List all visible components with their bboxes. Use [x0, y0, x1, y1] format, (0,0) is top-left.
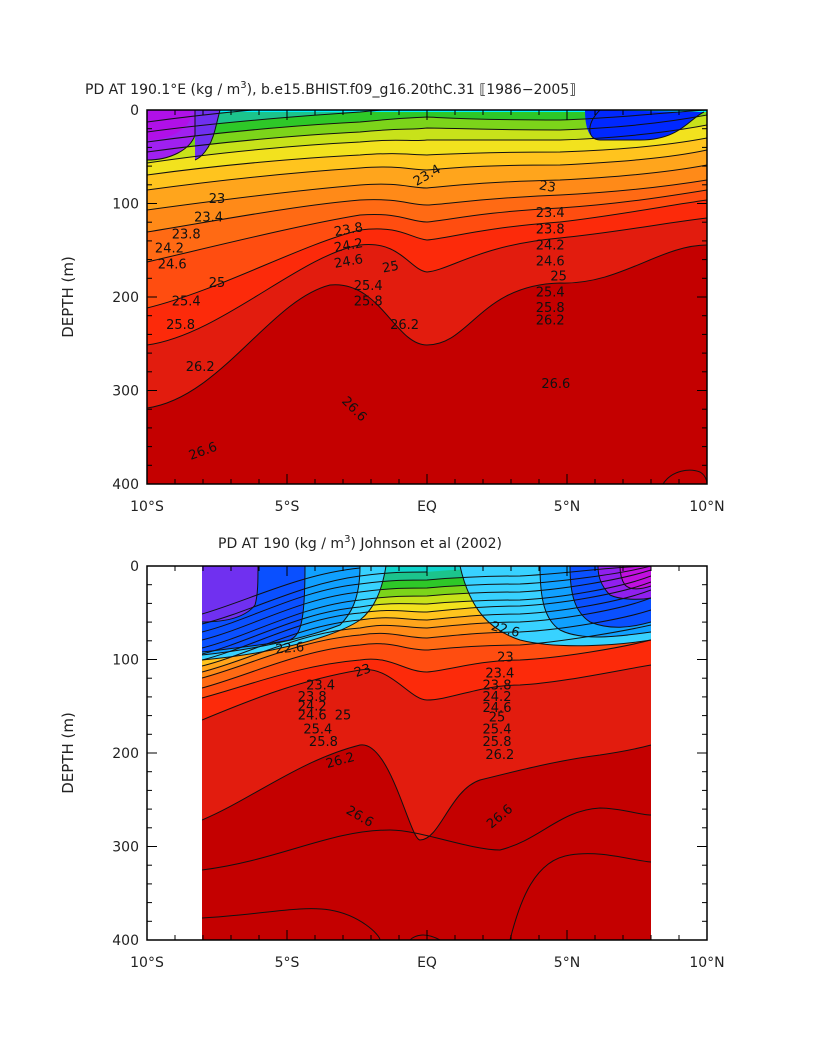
contour-label: 26.6	[541, 377, 570, 392]
top-panel: PD AT 190.1°E (kg / m3), b.e15.BHIST.f09…	[59, 80, 725, 515]
contour-label: 23.4	[536, 206, 565, 221]
contour-label: 25.4	[483, 723, 512, 738]
contour-label: 23.4	[485, 667, 514, 682]
contour-label: 23	[352, 661, 373, 681]
contour-label: 24.6	[536, 254, 565, 269]
bottom-contour-labels: 22.622.6232323.423.423.823.824.224.224.6…	[275, 619, 521, 832]
contour-label: 23	[209, 192, 226, 207]
bottom-panel: PD AT 190 (kg / m3) Johnson et al (2002)	[59, 534, 725, 971]
top-y-axis-label: DEPTH (m)	[59, 256, 77, 338]
contour-label: 25.8	[309, 735, 338, 750]
contour-label: 24.2	[483, 690, 512, 705]
contour-label: 24.2	[298, 699, 327, 714]
top-chart-title: PD AT 190.1°E (kg / m3), b.e15.BHIST.f09…	[85, 80, 576, 98]
contour-label: 24.6	[333, 252, 364, 272]
y-tick-label: 100	[112, 653, 139, 669]
bottom-y-axis-label: DEPTH (m)	[59, 712, 77, 794]
contour-label: 25	[489, 710, 506, 725]
contour-label: 24.6	[483, 701, 512, 716]
contour-label: 25.8	[354, 295, 383, 310]
contour-label: 23.8	[172, 227, 201, 242]
contour-label: 23.4	[194, 211, 223, 226]
x-tick-label: 5°S	[275, 955, 300, 971]
y-tick-label: 200	[112, 746, 139, 762]
contour-label: 22.6	[489, 619, 521, 641]
contour-label: 25	[209, 276, 226, 291]
y-tick-label: 100	[112, 197, 139, 213]
top-contour-lines	[147, 110, 707, 484]
y-tick-label: 300	[112, 840, 139, 856]
x-tick-label: 5°N	[554, 499, 580, 515]
x-tick-label: 5°S	[275, 499, 300, 515]
contour-label: 26.2	[390, 318, 419, 333]
contour-label: 25	[550, 269, 567, 284]
y-tick-label: 400	[112, 477, 139, 493]
contour-label: 23.8	[333, 220, 364, 240]
x-tick-label: 10°N	[689, 955, 724, 971]
contour-label: 23	[497, 651, 514, 666]
contour-label: 23.8	[298, 690, 327, 705]
contour-label: 26.2	[186, 360, 215, 375]
contour-label: 25.8	[166, 318, 195, 333]
contour-label: 25.8	[536, 301, 565, 316]
contour-label: 25	[335, 709, 352, 724]
contour-label: 25.4	[354, 279, 383, 294]
y-tick-label: 200	[112, 290, 139, 306]
x-tick-label: EQ	[417, 499, 437, 515]
x-tick-label: 10°N	[689, 499, 724, 515]
contour-label: 25.8	[483, 735, 512, 750]
contour-label: 24.6	[298, 709, 327, 724]
y-tick-label: 300	[112, 384, 139, 400]
contour-label: 24.2	[155, 241, 184, 256]
contour-label: 26.2	[485, 748, 514, 763]
contour-label: 23	[538, 178, 557, 196]
bottom-chart-title: PD AT 190 (kg / m3) Johnson et al (2002)	[218, 534, 502, 552]
x-tick-label: 10°S	[130, 499, 164, 515]
y-tick-label: 0	[130, 103, 139, 119]
contour-label: 23.4	[306, 679, 335, 694]
x-tick-label: 10°S	[130, 955, 164, 971]
contour-label: 25.4	[536, 285, 565, 300]
contour-label: 24.6	[158, 257, 187, 272]
y-tick-label: 0	[130, 559, 139, 575]
contour-label: 25	[381, 259, 400, 277]
x-tick-label: EQ	[417, 955, 437, 971]
contour-label: 22.6	[275, 640, 305, 657]
x-tick-label: 5°N	[554, 955, 580, 971]
y-tick-label: 400	[112, 933, 139, 949]
contour-label: 23.8	[483, 679, 512, 694]
contour-label: 25.4	[303, 723, 332, 738]
bottom-axis-ticks: 10°S 5°S EQ 5°N 10°N 0 100 200 300 400	[112, 559, 724, 971]
contour-label: 24.2	[536, 239, 565, 254]
contour-label: 26.2	[324, 750, 356, 772]
contour-label: 26.2	[536, 313, 565, 328]
contour-label: 25.4	[172, 295, 201, 310]
bottom-contour-lines	[202, 566, 651, 940]
contour-label: 24.2	[333, 236, 364, 256]
top-axis-ticks: 10°S 5°S EQ 5°N 10°N 0 100 200 300 400	[112, 103, 724, 515]
bottom-contour-field	[202, 566, 651, 940]
contour-label: 23.8	[536, 223, 565, 238]
